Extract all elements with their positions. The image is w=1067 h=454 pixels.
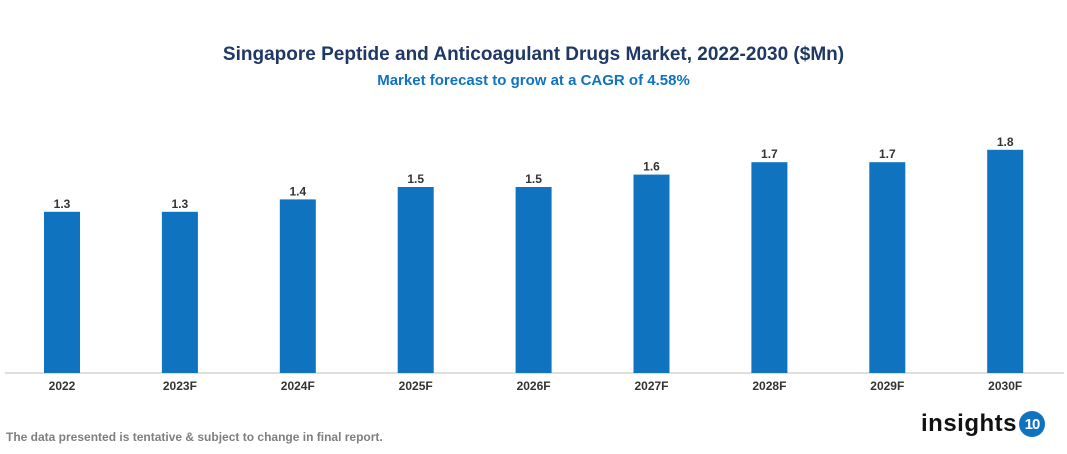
- bar: [633, 174, 670, 373]
- x-tick-label: 2029F: [870, 379, 904, 393]
- bar: [751, 162, 788, 373]
- x-tick-label: 2026F: [517, 379, 551, 393]
- data-label: 1.4: [289, 184, 306, 198]
- x-tick-label: 2025F: [399, 379, 433, 393]
- data-label: 1.3: [172, 197, 189, 211]
- disclaimer-note: The data presented is tentative & subjec…: [6, 430, 383, 444]
- x-tick-label: 2028F: [752, 379, 786, 393]
- data-label: 1.3: [54, 197, 71, 211]
- x-tick-label: 2027F: [634, 379, 668, 393]
- data-label: 1.7: [879, 147, 896, 161]
- x-tick-label: 2023F: [163, 379, 197, 393]
- data-label: 1.6: [643, 160, 660, 174]
- bar: [397, 187, 434, 373]
- x-tick-label: 2022: [49, 379, 76, 393]
- bar: [515, 187, 552, 373]
- logo-badge: 10: [1019, 411, 1046, 437]
- bar: [161, 211, 198, 373]
- x-tick-label: 2024F: [281, 379, 315, 393]
- bar: [44, 211, 80, 373]
- bar: [987, 149, 1024, 373]
- data-label: 1.5: [525, 172, 542, 186]
- bar: [279, 199, 316, 373]
- x-tick-label: 2030F: [988, 379, 1022, 393]
- bar: [869, 162, 906, 373]
- logo-text: insights: [921, 410, 1018, 437]
- insights10-logo: insights 10: [921, 410, 1046, 438]
- chart-title: Singapore Peptide and Anticoagulant Drug…: [222, 44, 845, 65]
- data-label: 1.7: [761, 147, 778, 161]
- data-label: 1.8: [997, 135, 1014, 149]
- data-label: 1.5: [407, 172, 424, 186]
- chart-subtitle: Market forecast to grow at a CAGR of 4.5…: [377, 72, 690, 89]
